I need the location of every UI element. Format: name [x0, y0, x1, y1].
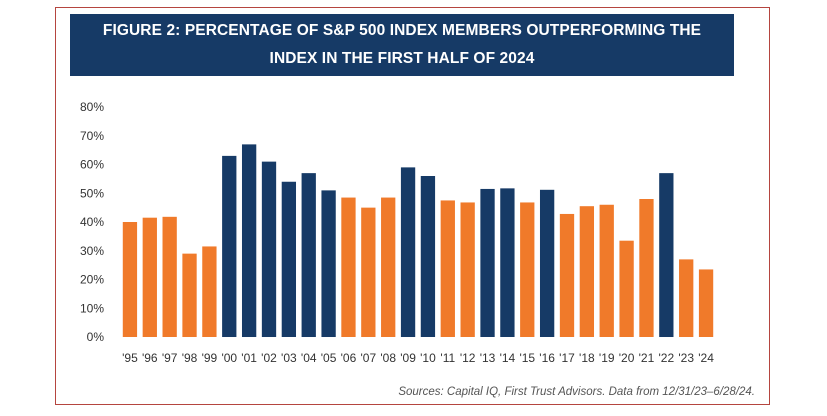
x-tick-label: '12	[460, 351, 476, 365]
y-tick-label: 0%	[87, 330, 105, 344]
bar-12	[460, 202, 475, 337]
x-tick-label: '24	[698, 351, 714, 365]
x-tick-label: '03	[281, 351, 297, 365]
bar-19	[599, 204, 614, 337]
x-tick-label: '07	[361, 351, 377, 365]
x-tick-label: '00	[221, 351, 237, 365]
y-tick-label: 80%	[80, 100, 104, 114]
y-tick-label: 10%	[80, 301, 104, 315]
bars-group	[122, 144, 714, 338]
x-tick-label: '06	[341, 351, 357, 365]
x-tick-label: '05	[321, 351, 337, 365]
y-axis: 0% 10% 20% 30% 40% 50% 60% 70% 80%	[80, 100, 104, 344]
bar-06	[341, 197, 356, 337]
bar-23	[679, 259, 694, 338]
x-tick-label: '15	[519, 351, 535, 365]
y-tick-label: 70%	[80, 129, 104, 143]
x-tick-label: '09	[400, 351, 416, 365]
bar-96	[142, 217, 157, 337]
x-tick-label: '95	[122, 351, 138, 365]
bar-11	[440, 200, 455, 337]
bar-17	[559, 213, 575, 337]
bar-18	[579, 206, 595, 337]
y-tick-label: 20%	[80, 273, 104, 287]
chart-title-bar: FIGURE 2: PERCENTAGE OF S&P 500 INDEX ME…	[70, 14, 734, 76]
y-tick-label: 30%	[80, 244, 104, 258]
bar-15	[520, 202, 535, 337]
y-tick-label: 50%	[80, 186, 104, 200]
x-axis: '95'96'97'98'99'00'01'02'03'04'05'06'07 '…	[122, 351, 714, 365]
x-tick-label: '01	[241, 351, 257, 365]
bar-99	[202, 246, 217, 337]
bar-16	[539, 189, 555, 337]
bar-02	[261, 161, 277, 338]
bar-98	[182, 253, 197, 338]
x-tick-label: '17	[559, 351, 575, 365]
bar-01	[241, 144, 257, 338]
bar-00	[222, 155, 237, 338]
x-tick-label: '96	[142, 351, 158, 365]
bar-22	[659, 173, 674, 338]
x-tick-label: '13	[480, 351, 496, 365]
bar-03	[281, 181, 297, 337]
bar-04	[301, 173, 316, 338]
x-tick-label: '16	[539, 351, 555, 365]
bar-97	[162, 216, 177, 337]
bar-13	[480, 188, 495, 337]
bar-05	[321, 190, 336, 338]
x-tick-label: '23	[678, 351, 694, 365]
bar-08	[381, 197, 396, 337]
x-tick-label: '99	[202, 351, 218, 365]
x-tick-label: '20	[619, 351, 635, 365]
bar-09	[400, 167, 416, 338]
x-tick-label: '21	[639, 351, 655, 365]
x-tick-label: '02	[261, 351, 277, 365]
x-tick-label: '97	[162, 351, 178, 365]
x-tick-label: '08	[380, 351, 396, 365]
x-tick-label: '10	[420, 351, 436, 365]
x-tick-label: '14	[500, 351, 516, 365]
bar-20	[619, 240, 634, 337]
x-tick-label: '19	[599, 351, 615, 365]
source-note: Sources: Capital IQ, First Trust Advisor…	[398, 386, 755, 398]
x-tick-label: '98	[182, 351, 198, 365]
x-tick-label: '18	[579, 351, 595, 365]
chart-title: FIGURE 2: PERCENTAGE OF S&P 500 INDEX ME…	[102, 22, 702, 67]
bar-21	[639, 199, 654, 337]
bar-10	[420, 176, 436, 337]
bar-95	[122, 222, 138, 337]
bar-24	[698, 269, 714, 337]
y-tick-label: 60%	[80, 158, 104, 172]
x-tick-label: '04	[301, 351, 317, 365]
x-tick-label: '11	[440, 351, 455, 365]
bar-14	[500, 188, 515, 337]
x-tick-label: '22	[659, 351, 675, 365]
bar-07	[361, 207, 376, 338]
y-tick-label: 40%	[80, 215, 104, 229]
